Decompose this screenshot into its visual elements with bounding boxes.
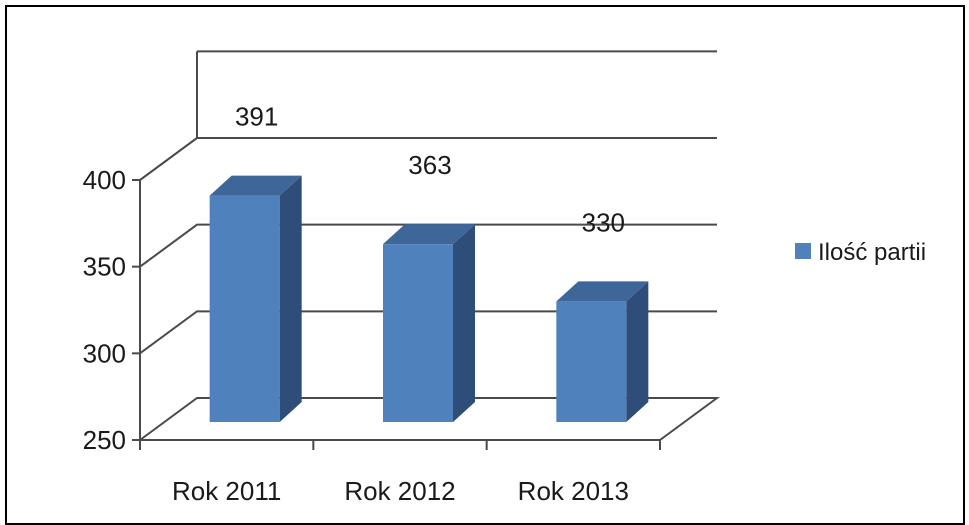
bar-front (209, 195, 280, 422)
y-tick-label: 350 (83, 252, 126, 282)
y-tick-label: 300 (83, 338, 126, 368)
bar (383, 224, 475, 422)
bar-top (556, 281, 649, 302)
gridline (139, 310, 717, 355)
bar-chart: 250 300 350 400 Rok 2011 Rok 2012 Rok 2013 39… (83, 50, 926, 506)
bar-side (626, 281, 649, 422)
legend-swatch (795, 243, 811, 259)
x-category-label: Rok 2012 (344, 476, 455, 506)
gridlines (139, 50, 721, 441)
data-label: 391 (235, 102, 278, 132)
wall-helper (140, 93, 197, 180)
x-category-label: Rok 2013 (518, 476, 629, 506)
y-tick-label: 400 (83, 165, 126, 195)
bar-side (453, 224, 475, 422)
bar-top (209, 175, 302, 196)
gridline (139, 223, 717, 268)
legend-label: Ilość partii (818, 239, 926, 266)
y-tick-label: 250 (83, 425, 126, 455)
bar-side (279, 175, 302, 422)
x-category-label: Rok 2011 (172, 476, 281, 506)
legend: Ilość partii (795, 239, 926, 266)
x-axis-categories: Rok 2011 Rok 2012 Rok 2013 (139, 440, 661, 506)
data-labels: 391 363 330 (235, 102, 625, 238)
data-label: 330 (582, 207, 625, 237)
bar-front (556, 301, 627, 422)
bar (209, 175, 302, 422)
bar-front (383, 244, 453, 422)
bar-top (383, 224, 475, 245)
bar (556, 281, 649, 422)
bars (209, 175, 649, 422)
y-axis-ticks: 250 300 350 400 (83, 165, 140, 455)
data-label: 363 (408, 150, 451, 180)
side-wall-edge (139, 137, 198, 181)
